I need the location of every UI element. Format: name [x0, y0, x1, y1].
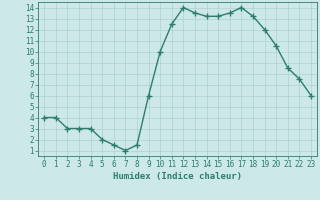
X-axis label: Humidex (Indice chaleur): Humidex (Indice chaleur): [113, 172, 242, 181]
